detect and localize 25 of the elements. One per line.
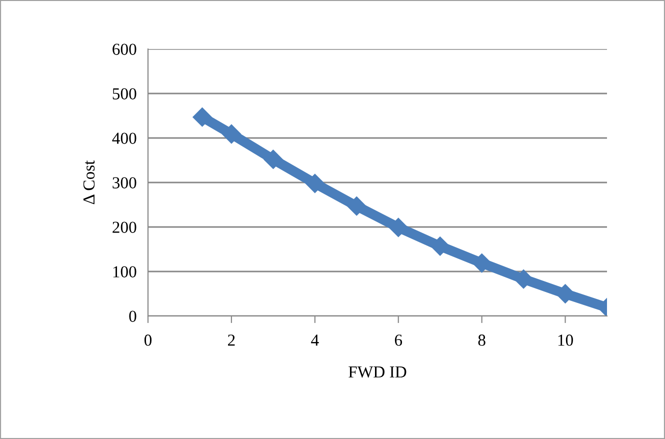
- x-tick-label: 10: [558, 334, 573, 346]
- point: [305, 174, 324, 193]
- point: [430, 236, 450, 256]
- point: [192, 108, 212, 127]
- point: [514, 270, 534, 289]
- point: [388, 218, 408, 237]
- y-tick-label: 400: [112, 132, 136, 144]
- y-tick-label: 200: [112, 222, 136, 233]
- y-tick-label: 100: [113, 266, 136, 278]
- y-tick-label: 300: [112, 177, 136, 188]
- x-tick-label: 8: [478, 334, 486, 346]
- point: [347, 196, 366, 216]
- y-tick-label: 600: [112, 44, 136, 55]
- x-tick-label: 2: [228, 334, 235, 346]
- y-tick-label: 500: [112, 88, 136, 100]
- x-tick-label: 6: [394, 334, 402, 346]
- point: [264, 150, 283, 169]
- x-axis-title: FWD ID: [348, 366, 406, 378]
- point: [222, 124, 241, 144]
- x-tick-label: 0: [144, 334, 152, 346]
- x-tick-label: 4: [311, 334, 319, 346]
- point: [556, 284, 575, 304]
- y-axis-title: Δ Cost: [83, 160, 95, 204]
- point: [472, 254, 492, 273]
- y-tick-label: 0: [129, 310, 136, 322]
